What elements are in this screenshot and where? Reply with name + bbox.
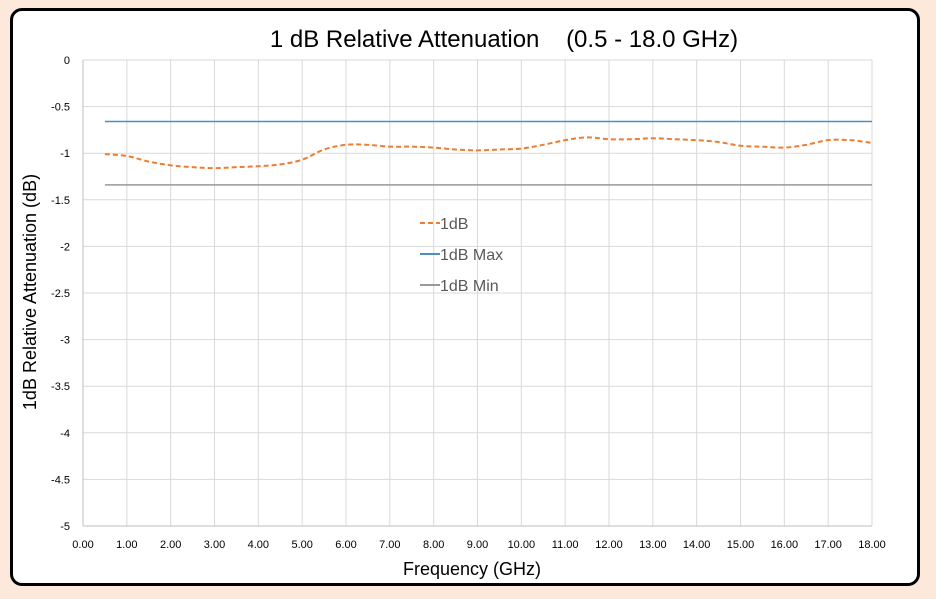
y-tick-label: -3: [60, 335, 70, 347]
x-tick-label: 15.00: [727, 539, 755, 551]
x-tick-label: 7.00: [379, 539, 400, 551]
x-tick-label: 10.00: [508, 539, 536, 551]
x-tick-label: 3.00: [204, 539, 225, 551]
x-tick-label: 16.00: [771, 539, 799, 551]
y-tick-label: -1.5: [51, 195, 70, 207]
y-tick-label: -1: [60, 148, 70, 160]
x-tick-label: 5.00: [291, 539, 312, 551]
x-tick-label: 12.00: [595, 539, 623, 551]
x-tick-label: 14.00: [683, 539, 711, 551]
y-tick-label: 0: [64, 55, 70, 67]
y-tick-label: -2: [60, 241, 70, 253]
y-tick-label: -5: [60, 521, 70, 533]
tick-labels: 0.00 1.00 2.00 3.00 4.00 5.00 6.00 7.00 8.00 9.00…: [51, 55, 886, 551]
legend-label: 1dB Max: [440, 247, 503, 264]
y-axis-title: 1dB Relative Attenuation (dB): [20, 174, 40, 410]
x-tick-label: 1.00: [116, 539, 137, 551]
legend-label: 1dB: [440, 216, 468, 233]
x-tick-label: 11.00: [552, 539, 579, 551]
legend-label: 1dB Min: [440, 278, 499, 295]
series-group: [104, 120, 873, 186]
x-tick-label: 0.00: [72, 539, 93, 551]
y-tick-label: -0.5: [51, 102, 70, 114]
y-tick-label: -3.5: [51, 381, 70, 393]
x-tick-label: 2.00: [160, 539, 181, 551]
legend: 1dB 1dB Max 1dB Min: [420, 216, 503, 295]
y-tick-label: -2.5: [51, 288, 70, 300]
axes: [82, 60, 872, 527]
x-axis-title: Frequency (GHz): [403, 559, 541, 579]
chart-frame: [10, 8, 920, 586]
x-tick-label: 18.00: [858, 539, 886, 551]
series-line-1db: [104, 136, 873, 170]
x-tick-label: 9.00: [467, 539, 488, 551]
x-tick-label: 8.00: [423, 539, 444, 551]
y-tick-label: -4: [60, 428, 70, 440]
x-tick-label: 6.00: [335, 539, 356, 551]
x-tick-label: 4.00: [248, 539, 269, 551]
x-tick-label: 13.00: [639, 539, 667, 551]
chart-title: 1 dB Relative Attenuation (0.5 - 18.0 GH…: [270, 26, 738, 53]
y-tick-label: -4.5: [51, 474, 70, 486]
x-tick-label: 17.00: [814, 539, 842, 551]
